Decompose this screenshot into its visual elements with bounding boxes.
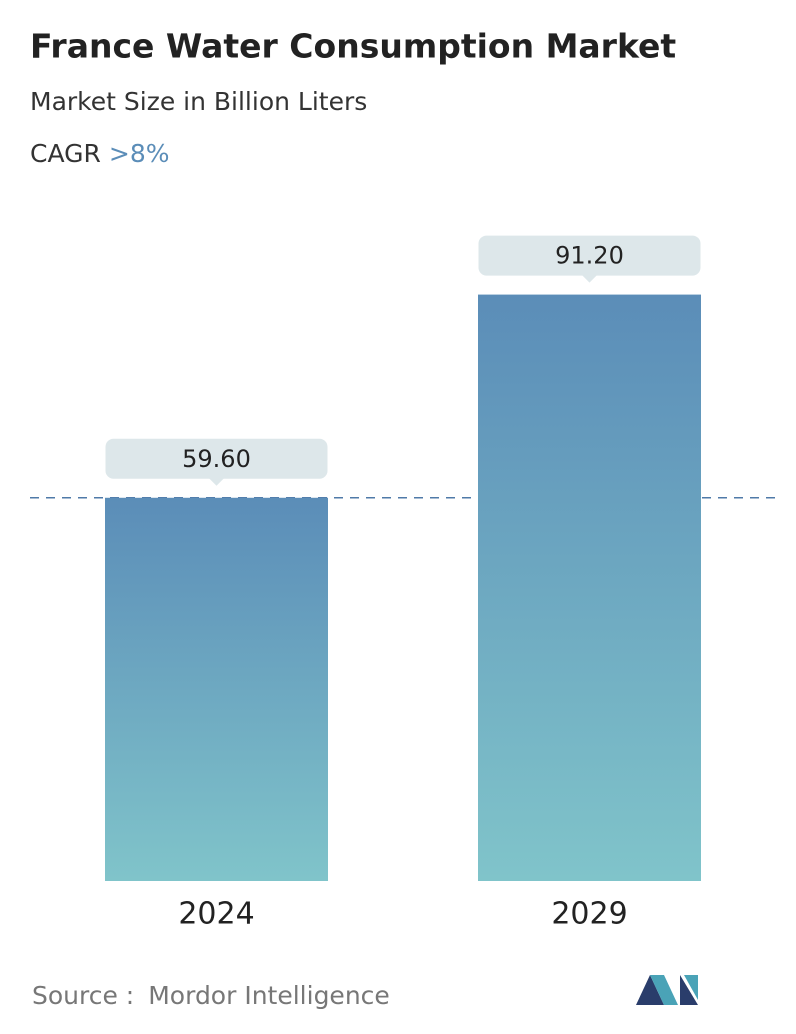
value-label-pointer	[208, 477, 225, 486]
source: Source : Mordor Intelligence	[32, 981, 390, 1010]
bar	[478, 294, 701, 882]
source-label: Source :	[32, 981, 134, 1010]
logo	[636, 975, 698, 1005]
x-tick-label: 2029	[551, 897, 627, 932]
bar	[105, 497, 328, 881]
value-label-box	[105, 438, 328, 479]
x-tick-label: 2024	[178, 897, 254, 932]
chart-title: France Water Consumption Market	[30, 27, 676, 66]
chart-subtitle: Market Size in Billion Liters	[30, 87, 367, 116]
value-label: 91.20	[555, 242, 624, 270]
cagr-value: >8%	[109, 139, 170, 168]
cagr: CAGR >8%	[30, 139, 169, 168]
value-label-box	[478, 235, 701, 276]
source-name: Mordor Intelligence	[148, 981, 390, 1010]
cagr-label: CAGR	[30, 139, 101, 168]
value-label-pointer	[581, 274, 598, 283]
value-label: 59.60	[182, 445, 251, 473]
